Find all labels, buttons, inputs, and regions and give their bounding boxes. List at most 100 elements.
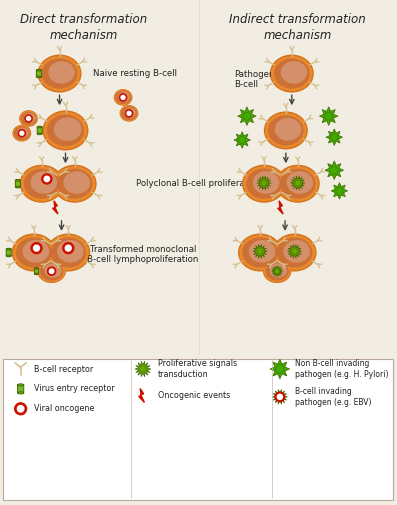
Ellipse shape xyxy=(6,248,11,250)
Ellipse shape xyxy=(48,115,83,145)
Polygon shape xyxy=(52,201,58,214)
Text: B-cell invading
pathogen (e.g. EBV): B-cell invading pathogen (e.g. EBV) xyxy=(295,387,371,407)
Ellipse shape xyxy=(15,179,20,181)
Circle shape xyxy=(27,117,31,121)
Ellipse shape xyxy=(254,172,279,193)
Ellipse shape xyxy=(250,241,275,262)
Circle shape xyxy=(275,269,279,273)
Circle shape xyxy=(257,248,263,254)
FancyBboxPatch shape xyxy=(6,249,11,256)
Ellipse shape xyxy=(284,241,309,262)
Ellipse shape xyxy=(269,116,303,145)
Ellipse shape xyxy=(17,238,51,267)
Ellipse shape xyxy=(42,59,77,88)
Ellipse shape xyxy=(37,69,41,71)
Ellipse shape xyxy=(276,165,319,202)
FancyBboxPatch shape xyxy=(17,385,24,393)
Ellipse shape xyxy=(35,273,39,275)
Circle shape xyxy=(239,136,246,143)
Ellipse shape xyxy=(31,172,56,193)
Circle shape xyxy=(121,95,125,99)
Polygon shape xyxy=(326,129,343,145)
Ellipse shape xyxy=(247,169,281,198)
Ellipse shape xyxy=(120,106,138,121)
Ellipse shape xyxy=(38,55,81,92)
Ellipse shape xyxy=(64,172,89,193)
Circle shape xyxy=(127,112,131,115)
Ellipse shape xyxy=(37,133,42,135)
Circle shape xyxy=(275,392,285,401)
Ellipse shape xyxy=(274,236,315,269)
Circle shape xyxy=(325,112,333,120)
Circle shape xyxy=(261,180,267,186)
Circle shape xyxy=(330,166,338,174)
Polygon shape xyxy=(278,201,283,214)
Circle shape xyxy=(243,112,251,120)
Circle shape xyxy=(63,242,74,254)
Ellipse shape xyxy=(276,119,301,140)
Text: Non B-cell invading
pathogen (e.g. H. Pylori): Non B-cell invading pathogen (e.g. H. Py… xyxy=(295,360,388,379)
Circle shape xyxy=(292,248,297,254)
Ellipse shape xyxy=(239,234,281,271)
Ellipse shape xyxy=(24,114,35,122)
Ellipse shape xyxy=(54,167,95,200)
Ellipse shape xyxy=(20,165,63,202)
Ellipse shape xyxy=(240,236,280,269)
Text: Oncogenic events: Oncogenic events xyxy=(158,391,230,400)
Ellipse shape xyxy=(114,90,132,105)
Ellipse shape xyxy=(273,234,316,271)
Ellipse shape xyxy=(281,62,306,83)
Ellipse shape xyxy=(264,112,307,149)
Text: Direct transformation
mechanism: Direct transformation mechanism xyxy=(20,13,147,42)
Circle shape xyxy=(119,94,127,101)
Ellipse shape xyxy=(264,261,290,281)
Ellipse shape xyxy=(275,59,309,88)
Circle shape xyxy=(278,394,282,399)
Text: Indirect transformation
mechanism: Indirect transformation mechanism xyxy=(229,13,366,42)
Ellipse shape xyxy=(278,238,312,267)
Circle shape xyxy=(20,131,24,135)
Ellipse shape xyxy=(25,169,59,198)
Circle shape xyxy=(44,176,50,182)
Polygon shape xyxy=(139,388,145,402)
Ellipse shape xyxy=(49,62,74,83)
Polygon shape xyxy=(238,107,256,125)
Ellipse shape xyxy=(13,126,30,140)
FancyBboxPatch shape xyxy=(37,127,42,134)
Polygon shape xyxy=(234,132,251,148)
Ellipse shape xyxy=(15,186,20,188)
Circle shape xyxy=(276,365,284,373)
Ellipse shape xyxy=(51,238,85,267)
Polygon shape xyxy=(272,389,287,404)
Ellipse shape xyxy=(264,260,291,282)
Ellipse shape xyxy=(15,127,29,139)
Text: Viral oncogene: Viral oncogene xyxy=(34,405,94,413)
Ellipse shape xyxy=(17,128,28,137)
Polygon shape xyxy=(270,359,290,379)
Ellipse shape xyxy=(54,118,81,140)
Ellipse shape xyxy=(12,234,55,271)
Text: Proliferative signals
transduction: Proliferative signals transduction xyxy=(158,360,237,379)
Ellipse shape xyxy=(244,167,284,200)
Ellipse shape xyxy=(266,114,306,147)
Ellipse shape xyxy=(266,263,288,280)
FancyBboxPatch shape xyxy=(3,359,393,500)
Polygon shape xyxy=(291,176,305,190)
Ellipse shape xyxy=(45,264,61,277)
Circle shape xyxy=(295,180,301,186)
Circle shape xyxy=(277,394,283,400)
Circle shape xyxy=(34,245,39,251)
Ellipse shape xyxy=(21,113,36,124)
Text: Transformed monoclonal
B-cell lymphoproliferation: Transformed monoclonal B-cell lymphoprol… xyxy=(87,245,198,264)
Circle shape xyxy=(15,403,27,415)
Circle shape xyxy=(48,267,56,275)
Ellipse shape xyxy=(13,236,54,269)
Ellipse shape xyxy=(58,169,92,198)
Ellipse shape xyxy=(41,263,62,280)
Polygon shape xyxy=(325,161,343,179)
Ellipse shape xyxy=(287,172,312,193)
Ellipse shape xyxy=(23,241,48,262)
Ellipse shape xyxy=(37,126,42,128)
FancyBboxPatch shape xyxy=(35,268,39,274)
Circle shape xyxy=(31,242,42,254)
